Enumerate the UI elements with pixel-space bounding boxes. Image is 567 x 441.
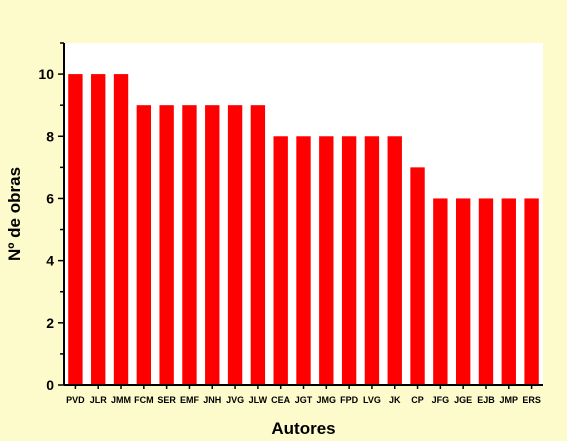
y-axis-title: Nº de obras	[5, 167, 24, 261]
x-tick-label: LVG	[363, 395, 381, 405]
x-tick-label: JFG	[432, 395, 450, 405]
y-tick-label: 10	[38, 66, 54, 82]
bar-jgt	[296, 136, 311, 385]
x-tick-label: PVD	[66, 395, 85, 405]
bar-ser	[159, 105, 174, 386]
bar-jvg	[227, 105, 243, 386]
x-tick-label: CP	[411, 395, 424, 405]
bar-jfg	[433, 198, 448, 385]
x-tick-label: JGT	[295, 395, 313, 405]
y-ticks-group: 0 2 4 6 8 10	[38, 42, 64, 393]
x-tick-label: JLW	[249, 395, 268, 405]
bar-cp	[410, 167, 425, 385]
bar-emf	[182, 105, 197, 386]
y-tick-label: 0	[46, 377, 54, 393]
x-tick-label: FCM	[134, 395, 154, 405]
y-tick-label: 6	[46, 190, 54, 206]
y-tick-label: 4	[46, 253, 54, 269]
bar-ejb	[478, 198, 494, 385]
x-tick-label: EJB	[477, 395, 495, 405]
x-tick-label: JMP	[500, 395, 519, 405]
x-tick-label: JGE	[454, 395, 472, 405]
x-tick-label: FPD	[340, 395, 359, 405]
bar-jge	[455, 198, 471, 385]
bar-cea	[273, 136, 288, 385]
bar-jlr	[91, 74, 106, 385]
x-tick-label: JVG	[226, 395, 244, 405]
bar-jmg	[319, 136, 334, 385]
bar-jlw	[250, 105, 266, 386]
x-tick-label: JMM	[111, 395, 131, 405]
bar-lvg	[364, 136, 380, 385]
bar-jmp	[501, 198, 516, 385]
y-tick-label: 2	[46, 315, 54, 331]
x-tick-label: JK	[389, 395, 401, 405]
bar-fcm	[136, 105, 152, 386]
x-tick-label: ERS	[522, 395, 541, 405]
x-axis-title: Autores	[271, 419, 335, 438]
x-tick-label: CEA	[271, 395, 291, 405]
y-tick-label: 8	[46, 128, 54, 144]
x-tick-label: EMF	[180, 395, 200, 405]
bars-group	[68, 74, 539, 386]
x-ticks-group: PVD JLR JMM FCM SER EMF JNH JVG JLW CEA JGT JMG FPD L…	[66, 385, 541, 405]
x-tick-label: JNH	[203, 395, 221, 405]
x-tick-label: JMG	[317, 395, 337, 405]
bar-pvd	[68, 74, 83, 385]
bar-jmm	[113, 74, 129, 385]
bar-fpd	[341, 136, 357, 385]
x-tick-label: JLR	[90, 395, 108, 405]
bar-jk	[387, 136, 402, 385]
bar-ers	[524, 198, 539, 385]
x-tick-label: SER	[157, 395, 176, 405]
bar-jnh	[205, 105, 220, 386]
